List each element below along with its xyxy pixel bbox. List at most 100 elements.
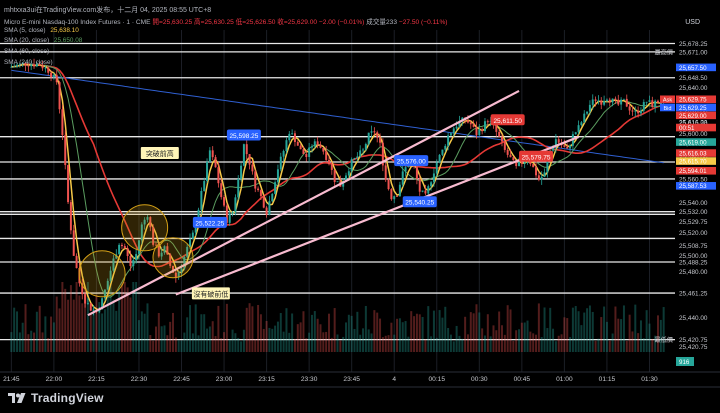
candle-body [415, 166, 418, 179]
candle-body [447, 135, 450, 146]
candle-body [35, 63, 38, 67]
ohlc-line: Micro E-mini Nasdaq-100 Index Futures · … [4, 16, 448, 26]
candle-body [441, 149, 444, 155]
volume-bar [325, 331, 328, 352]
candle-body [387, 179, 390, 190]
currency-label[interactable]: USD [685, 19, 700, 26]
candle-body [299, 145, 302, 150]
indicator-sma240[interactable]: SMA (240, close) [4, 59, 53, 66]
volume-bar [478, 312, 481, 352]
volume-bar [214, 336, 217, 352]
volume-bar [611, 333, 614, 352]
volume-bar [143, 313, 146, 352]
time-tick: 23:15 [258, 376, 275, 383]
symbol-name[interactable]: Micro E-mini Nasdaq-100 Index Futures · … [4, 19, 151, 26]
candle-body [183, 256, 186, 269]
volume-bar [55, 296, 58, 352]
candle-body [401, 171, 404, 185]
volume-bar [396, 318, 399, 352]
volume-bar [486, 314, 489, 352]
volume-bar [656, 315, 659, 352]
tradingview-logo[interactable]: TradingView [8, 389, 104, 407]
candle-body [174, 272, 177, 278]
volume-bar [645, 310, 648, 352]
volume-bar [24, 304, 27, 352]
volume-bar [282, 331, 285, 352]
candle-body [24, 62, 27, 66]
candle-body [101, 298, 104, 310]
volume-bar [189, 305, 192, 352]
candle-body [614, 98, 617, 100]
volume-bar [481, 328, 484, 352]
price-tick: 25,620.00 [679, 108, 708, 115]
indicator-sma20[interactable]: SMA (20, close) 25,650.08 [4, 37, 82, 44]
volume-bar [543, 307, 546, 352]
price-callout-text: 25,540.25 [405, 200, 434, 207]
candle-body [47, 67, 50, 73]
candle-body [370, 131, 373, 133]
volume-bar [393, 334, 396, 352]
indicator-sma60[interactable]: SMA (60, close) [4, 48, 49, 55]
volume-bar [430, 336, 433, 352]
candle-body [245, 144, 248, 155]
volume-bar [384, 335, 387, 352]
candle-body [285, 140, 288, 151]
price-badge [676, 166, 716, 175]
candle-body [112, 258, 115, 271]
candle-body [628, 106, 631, 111]
candle-body [234, 197, 237, 212]
candle-body [648, 100, 651, 102]
candle-body [478, 129, 481, 136]
volume-bar [432, 310, 435, 352]
price-badge [676, 149, 716, 157]
candle-body [265, 207, 268, 215]
volume-bar [322, 332, 325, 352]
candle-body [543, 172, 546, 177]
candle-body [333, 169, 336, 183]
price-tick: 25,678.25 [679, 41, 708, 48]
candle-body [537, 175, 540, 180]
candle-body [157, 245, 160, 257]
candle-body [557, 139, 560, 143]
candle-body [293, 133, 296, 142]
candle-body [552, 146, 555, 151]
volume-bar [600, 317, 603, 352]
candle-body [319, 144, 322, 148]
volume-bar [359, 334, 362, 352]
volume-bar [135, 282, 138, 352]
volume-bar [291, 313, 294, 352]
candle-body [373, 131, 376, 133]
volume-bar [169, 321, 172, 352]
volume-bar [50, 316, 53, 352]
volume-bar [64, 288, 67, 352]
time-tick: 23:30 [301, 376, 318, 383]
price-callout-box [394, 155, 429, 167]
volume-bar [16, 311, 19, 352]
indicator-sma5[interactable]: SMA (5, close) 25,638.10 [4, 27, 79, 34]
volume-bar [27, 334, 30, 352]
volume-bar [435, 337, 438, 352]
volume-bar [566, 318, 569, 352]
indicator-value: 25,650.08 [53, 37, 83, 44]
volume-bar [44, 316, 47, 352]
volume-bar [251, 306, 254, 352]
price-badge-text: 25,629.75 [679, 97, 707, 104]
candle-body [103, 289, 106, 299]
candle-body [452, 128, 455, 134]
volume-bar [257, 304, 260, 352]
volume-bar [330, 337, 333, 352]
volume-bar [126, 287, 129, 352]
candle-body [248, 154, 251, 165]
candle-body [237, 178, 240, 198]
volume-bar [299, 322, 302, 352]
price-badge-text: 25,629.25 [679, 105, 707, 112]
candle-body [13, 66, 16, 68]
volume-bar [447, 327, 450, 352]
volume-bar [95, 294, 98, 352]
candle-body [149, 217, 152, 228]
volume-bar [262, 328, 265, 352]
volume-bar [483, 335, 486, 352]
volume-bar [177, 340, 180, 352]
candle-body [503, 141, 506, 150]
